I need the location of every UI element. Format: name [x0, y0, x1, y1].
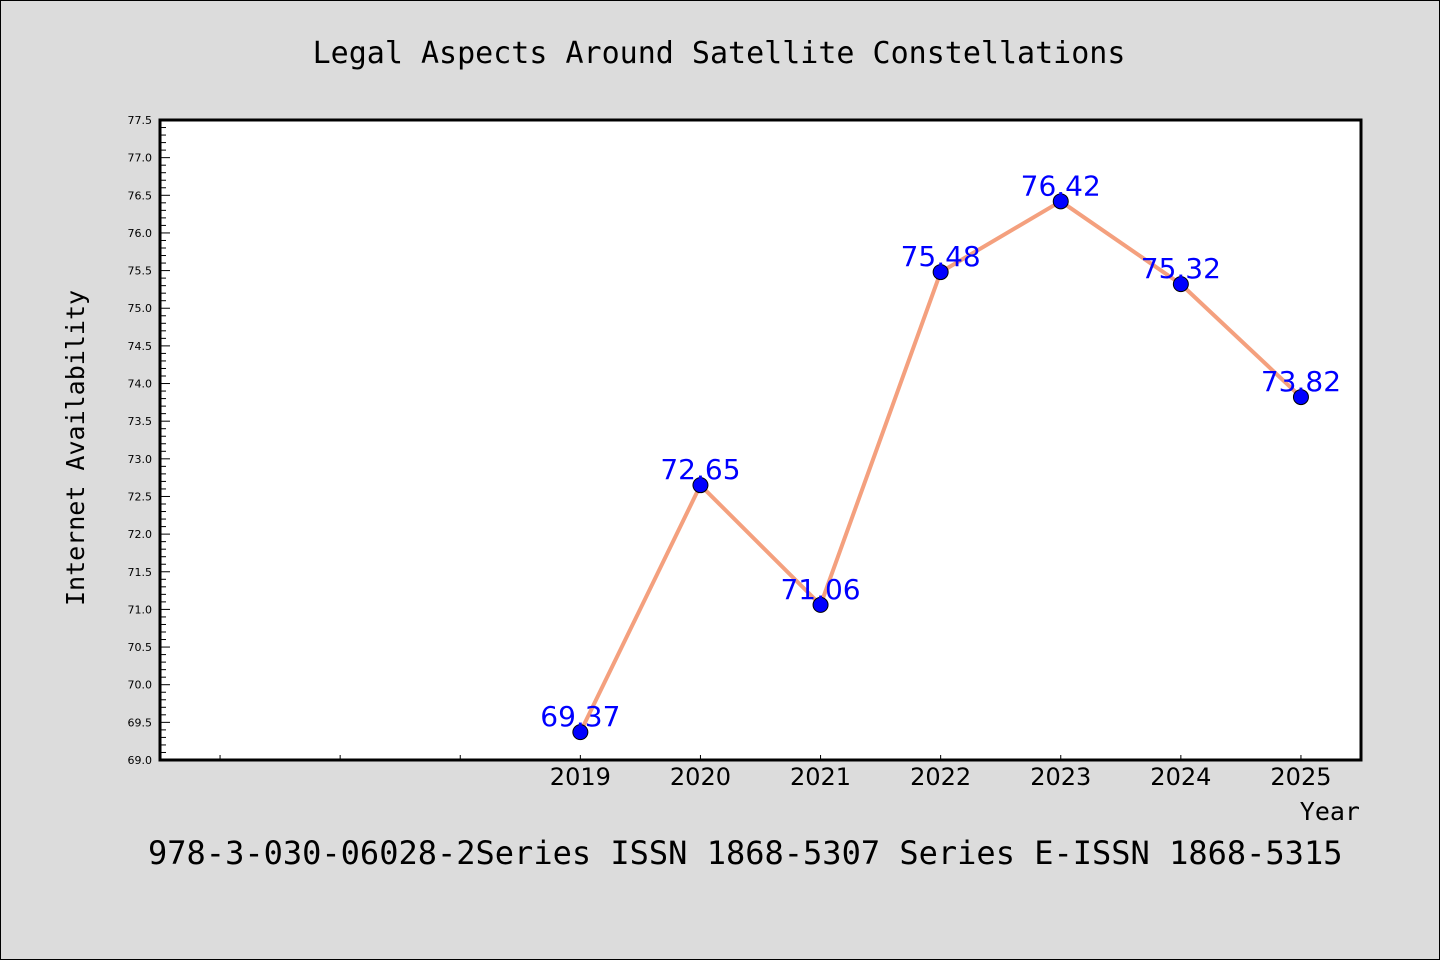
x-tick-label: 2021 — [790, 763, 851, 791]
y-tick-label: 71.0 — [128, 603, 153, 616]
y-tick-label: 72.0 — [128, 528, 153, 541]
footer-text: 978-3-030-06028-2Series ISSN 1868-5307 S… — [148, 834, 1342, 872]
y-tick-label: 77.5 — [128, 114, 153, 127]
x-tick-label: 2022 — [910, 763, 971, 791]
y-tick-label: 70.5 — [128, 641, 153, 654]
y-tick-label: 69.0 — [128, 754, 153, 767]
plot-border — [158, 118, 1363, 762]
y-axis-ticks: 69.0 69.5 70.0 70.5 71.0 71.5 72.0 72.5 73.0 73.5… — [128, 114, 153, 767]
data-label: 75.32 — [1141, 252, 1221, 285]
data-label: 73.82 — [1261, 365, 1341, 398]
y-tick-label: 69.5 — [128, 716, 153, 729]
x-tick-label: 2023 — [1030, 763, 1091, 791]
data-label: 72.65 — [660, 453, 740, 486]
data-label: 76.42 — [1021, 169, 1101, 202]
y-tick-label: 74.5 — [128, 340, 153, 353]
data-label: 71.06 — [780, 573, 860, 606]
x-tick-label: 2020 — [670, 763, 731, 791]
data-label: 75.48 — [901, 240, 981, 273]
y-tick-label: 71.5 — [128, 566, 153, 579]
y-tick-label: 73.0 — [128, 453, 153, 466]
data-labels: 69.37 72.65 71.06 75.48 76.42 75.32 73.82 — [540, 169, 1341, 733]
data-point — [812, 596, 829, 613]
plot-area — [160, 120, 1361, 760]
y-tick-label: 76.0 — [128, 227, 153, 240]
data-markers — [572, 193, 1309, 741]
y-tick-label: 75.5 — [128, 265, 153, 278]
data-point — [572, 724, 589, 741]
y-tick-label: 76.5 — [128, 189, 153, 202]
data-point — [1052, 193, 1069, 210]
x-tick-label: 2025 — [1270, 763, 1331, 791]
chart-title: Legal Aspects Around Satellite Constella… — [313, 36, 1126, 71]
y-axis-label: Internet Availability — [61, 290, 90, 606]
y-tick-label: 77.0 — [128, 152, 153, 165]
x-tick-label: 2024 — [1150, 763, 1211, 791]
data-point — [1172, 276, 1189, 293]
x-axis-ticks: 2019 2020 2021 2022 2023 2024 2025 — [219, 755, 1331, 791]
data-point — [692, 477, 709, 494]
y-tick-label: 72.5 — [128, 490, 153, 503]
data-label: 69.37 — [540, 700, 620, 733]
data-point — [1292, 389, 1309, 406]
y-tick-label: 73.5 — [128, 415, 153, 428]
x-tick-label: 2019 — [550, 763, 611, 791]
x-axis-label: Year — [1300, 797, 1360, 826]
y-tick-label: 75.0 — [128, 302, 153, 315]
y-tick-label: 74.0 — [128, 378, 153, 391]
data-point — [932, 264, 949, 281]
y-tick-label: 70.0 — [128, 679, 153, 692]
